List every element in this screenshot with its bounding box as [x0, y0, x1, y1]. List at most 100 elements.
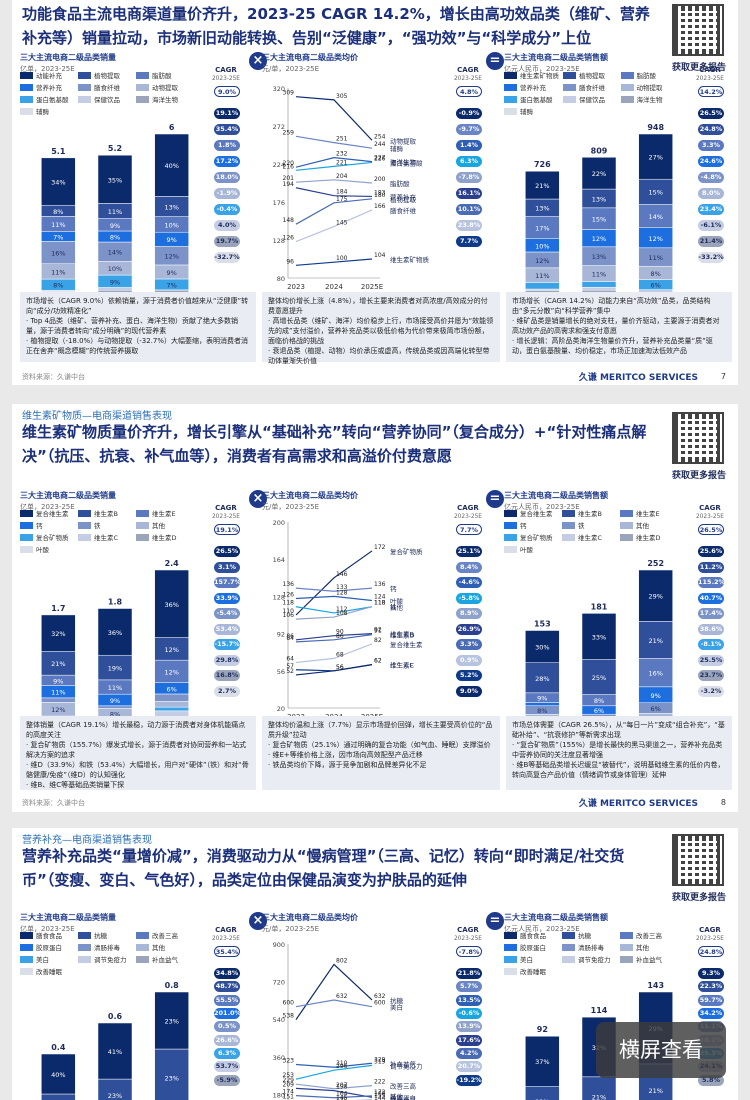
series-line [295, 1064, 373, 1080]
cagr-total-pill: 19.1% [214, 524, 240, 535]
segment-label: 6% [594, 707, 604, 715]
legend-item: 植物提取 [563, 70, 617, 80]
cagr-pill: 8.9% [456, 608, 482, 619]
data-label: 600 [374, 1000, 386, 1007]
legend-item: 维生素C [78, 532, 132, 542]
cagr-pill: 18.0% [214, 172, 240, 183]
data-label: 118 [283, 600, 295, 607]
panel-volume: 三大主流电商二级品类销量 亿单，2023-25E CAGR 2023-25E 复合… [20, 490, 246, 737]
segment-label: 16% [51, 250, 65, 258]
segment-label: 29% [648, 593, 662, 601]
legend-label: 胶原蛋白 [36, 944, 62, 952]
series-line [295, 664, 373, 672]
data-label: 126 [283, 591, 295, 598]
legend-label: 维生素B [94, 510, 118, 518]
series-line [295, 258, 373, 266]
data-label: 310 [336, 1060, 348, 1067]
segment-label: 14% [108, 249, 122, 257]
legend-swatch [20, 955, 33, 963]
legend-item: 辅酶 [504, 106, 559, 116]
panel-unit: 亿单，2023-25E [20, 925, 75, 933]
series-label: 维生素C [390, 661, 415, 670]
segment-label: 40% [164, 162, 178, 170]
data-label: 254 [374, 133, 386, 140]
data-label: 62 [374, 658, 382, 665]
legend-label: 改善睡眠 [36, 968, 62, 976]
legend-item: 维生素矿物质 [504, 70, 559, 80]
bar-segment [581, 157, 617, 190]
panel-title: 三大主流电商二级品类销量 [20, 53, 116, 62]
legend-item: 其他 [620, 520, 674, 530]
panel-unit: 亿元人民币，2023-25E [504, 503, 580, 511]
legend-item: 调节免疫力 [562, 954, 616, 964]
bar-total-label: 6 [169, 123, 175, 132]
series-line [295, 161, 373, 171]
segment-label: 9% [537, 695, 547, 703]
bar-total-label: 1.8 [108, 598, 123, 607]
segment-label: 21% [51, 660, 65, 668]
cagr-pill: 26.9% [456, 623, 482, 635]
data-label: 172 [374, 544, 386, 551]
cagr-header: CAGR 2023-25E [453, 66, 482, 82]
legend-label: 改善睡眠 [520, 968, 546, 976]
data-label: 253 [283, 1072, 295, 1079]
data-label: 309 [283, 90, 295, 97]
cagr-pill: 21.8% [456, 968, 482, 979]
series-line [295, 664, 373, 676]
segment-label: 21% [648, 1087, 662, 1095]
data-label: 802 [336, 957, 348, 964]
data-label: 220 [283, 160, 295, 167]
insight-note: 整体均价温和上涨（7.7%）显示市场提价回弹，增长主要受高价位的“品质升级”拉动… [262, 716, 500, 790]
legend-label: 补血益气 [636, 956, 662, 964]
qr-code[interactable] [672, 834, 724, 886]
data-label: 175 [336, 196, 348, 203]
segment-label: 11% [51, 221, 65, 229]
bar-total-label: 252 [647, 559, 664, 568]
qr-code[interactable] [672, 4, 724, 56]
legend-swatch [562, 509, 575, 517]
data-label: 62 [374, 658, 382, 665]
cagr-total-pill: 4.8% [456, 86, 482, 97]
qr-code[interactable] [672, 412, 724, 464]
series-line [295, 179, 373, 184]
cagr-pill: 19.7% [214, 236, 240, 247]
legend-label: 膳食纤维 [579, 84, 605, 92]
data-label: 198 [336, 1084, 348, 1091]
rotate-landscape-button[interactable]: 横屏查看 [596, 1022, 726, 1078]
bar-total-label: 92 [537, 1025, 548, 1034]
legend-item: 动物提取 [620, 82, 675, 92]
data-label: 128 [336, 589, 348, 596]
legend-label: 复合矿物质 [36, 534, 69, 542]
data-label: 110 [283, 608, 295, 615]
segment-label: 14% [648, 213, 662, 221]
legend-swatch [504, 967, 517, 975]
bar-total-label: 809 [591, 146, 608, 155]
y-tick-label: 200 [273, 519, 285, 527]
y-tick-label: 80 [277, 275, 285, 283]
legend-label: 动物提取 [152, 84, 178, 92]
series-line [295, 1095, 373, 1099]
series-label: 膳食纤维 [390, 206, 417, 215]
insight-note: 市场总体需要（CAGR 26.5%），从“每日一片”变成“组合补充”，“基础补给… [506, 716, 732, 790]
line-chart: 80 128 176 224 272 320 2023 2024 2025E 309 305 254 动… [273, 85, 430, 291]
panel-unit: 元/单，2023-25E [262, 503, 320, 511]
data-label: 108 [336, 610, 348, 617]
series-label: 植物提取 [390, 195, 417, 204]
legend-label: 植物提取 [579, 72, 605, 80]
cagr-pill: 10.1% [456, 204, 482, 215]
segment-label: 25% [592, 674, 606, 682]
segment-label: 30% [535, 644, 549, 652]
bar-total-label: 1.7 [51, 604, 65, 613]
cagr-pill: -8.1% [698, 639, 724, 650]
legend-swatch [620, 931, 633, 939]
bar-segment [154, 701, 189, 708]
legend-swatch [562, 533, 575, 541]
x-tick-label: 2023 [287, 283, 305, 291]
series-line [295, 1083, 373, 1090]
bar-segment [41, 157, 76, 206]
cagr-pill: 24.8% [698, 124, 724, 135]
cagr-pill: -32.7% [214, 252, 240, 263]
data-label: 296 [336, 1063, 348, 1070]
cagr-total-pill: 26.5% [698, 524, 724, 535]
segment-label: 9% [651, 692, 661, 700]
